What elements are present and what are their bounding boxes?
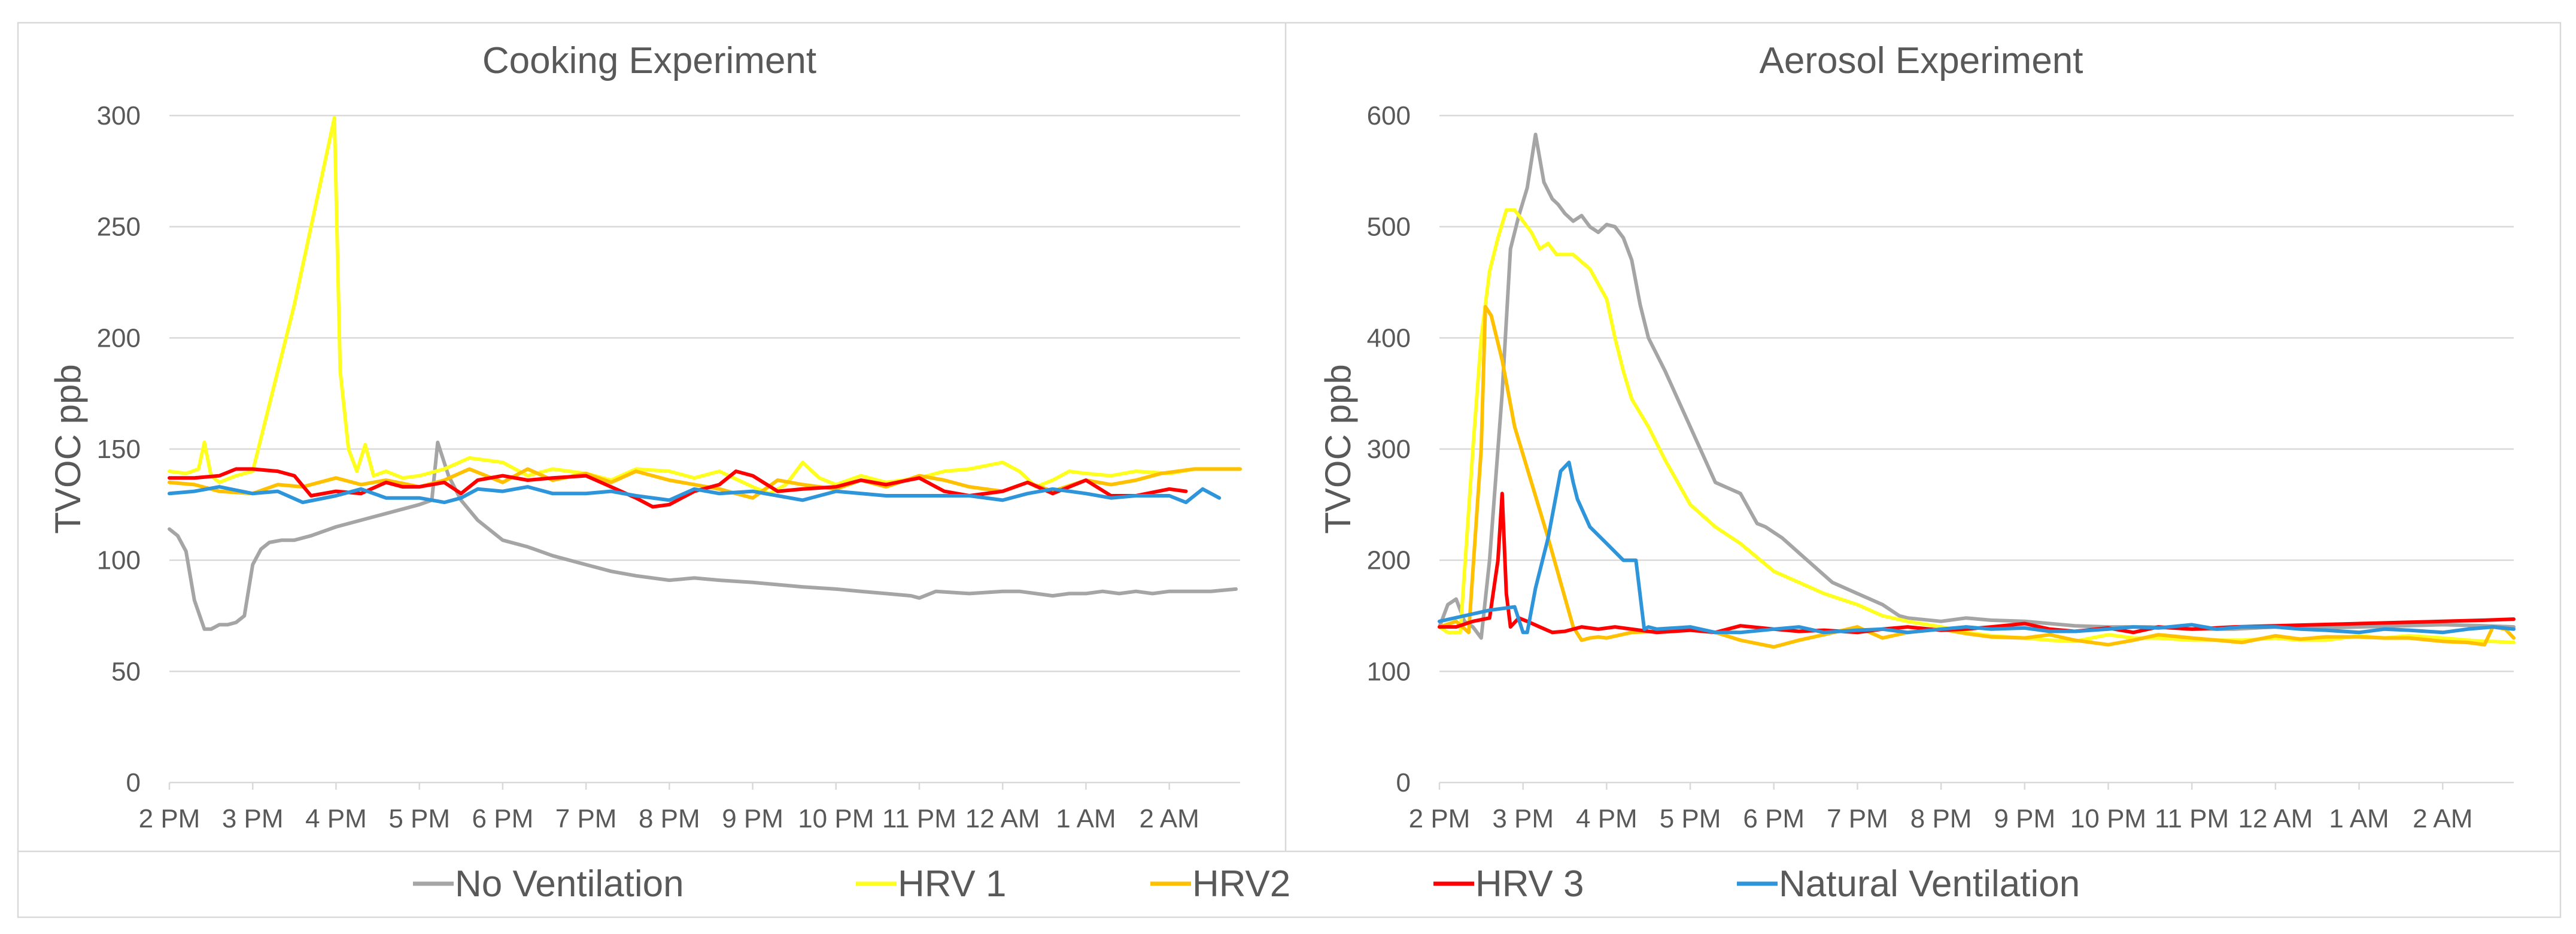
x-tick-label: 2 AM xyxy=(1140,804,1199,833)
legend-label: HRV 3 xyxy=(1475,863,1584,905)
y-tick-label: 300 xyxy=(97,101,141,131)
legend-item-no-ventilation: No Ventilation xyxy=(413,863,684,905)
x-tick-label: 12 AM xyxy=(965,804,1040,833)
x-tick-label: 3 PM xyxy=(1492,804,1554,833)
legend-item-hrv-1: HRV 1 xyxy=(856,863,1007,905)
y-tick-label: 200 xyxy=(1367,546,1411,575)
cooking-experiment-chart: Cooking Experiment 0 50 100 150 200 250 300 2 PM… xyxy=(48,40,1242,833)
figure-border xyxy=(17,22,2562,918)
y-tick-label: 0 xyxy=(126,768,141,797)
y-tick-label: 150 xyxy=(97,435,141,464)
legend-label: HRV 1 xyxy=(898,863,1007,905)
x-tick-label: 10 PM xyxy=(2070,804,2146,833)
x-tick-label: 10 PM xyxy=(798,804,874,833)
y-axis-label: TVOC ppb xyxy=(1318,364,1358,533)
y-tick-label: 200 xyxy=(97,323,141,353)
x-tick-label: 4 PM xyxy=(305,804,367,833)
legend-item-hrv-3: HRV 3 xyxy=(1433,863,1584,905)
x-tick-label: 2 PM xyxy=(139,804,201,833)
series-line-hrv-3 xyxy=(168,467,1188,509)
x-tick-label: 7 PM xyxy=(1827,804,1888,833)
legend-label: HRV2 xyxy=(1192,863,1290,905)
x-tick-label: 9 PM xyxy=(722,804,783,833)
y-tick-label: 50 xyxy=(111,657,141,686)
legend-item-hrv2: HRV2 xyxy=(1150,863,1290,905)
chart-title: Aerosol Experiment xyxy=(1759,40,2083,81)
y-tick-label: 300 xyxy=(1367,435,1411,464)
chart-title: Cooking Experiment xyxy=(482,40,816,81)
aerosol-experiment-chart: Aerosol Experiment 0 100 200 300 400 500 600 2 P… xyxy=(1318,40,2516,833)
x-tick-label: 11 PM xyxy=(882,804,956,833)
x-tick-label: 11 PM xyxy=(2155,804,2229,833)
y-tick-label: 500 xyxy=(1367,213,1411,242)
y-axis-label: TVOC ppb xyxy=(48,364,88,533)
y-tick-label: 100 xyxy=(97,546,141,575)
y-tick-label: 400 xyxy=(1367,323,1411,353)
series-line-natural-ventilation xyxy=(168,485,1222,505)
y-tick-label: 0 xyxy=(1396,768,1411,797)
legend-label: Natural Ventilation xyxy=(1779,863,2080,905)
x-tick-label: 6 PM xyxy=(1743,804,1805,833)
x-tick-label: 6 PM xyxy=(472,804,534,833)
x-tick-label: 5 PM xyxy=(388,804,450,833)
x-tick-label: 1 AM xyxy=(1056,804,1116,833)
x-tick-label: 3 PM xyxy=(222,804,284,833)
x-tick-label: 1 AM xyxy=(2329,804,2389,833)
y-tick-label: 100 xyxy=(1367,657,1411,686)
legend-item-natural-ventilation: Natural Ventilation xyxy=(1737,863,2080,905)
x-tick-label: 8 PM xyxy=(1910,804,1972,833)
series-line-natural-ventilation xyxy=(1438,460,2516,635)
series-line-hrv2 xyxy=(1438,305,2516,649)
x-tick-label: 8 PM xyxy=(639,804,700,833)
series-line-no-ventilation xyxy=(168,440,1238,631)
x-tick-label: 2 AM xyxy=(2413,804,2472,833)
x-tick-label: 2 PM xyxy=(1409,804,1471,833)
legend: No Ventilation HRV 1 HRV2 HRV 3 Natural Vent… xyxy=(413,863,2080,905)
series-line-hrv-1 xyxy=(168,116,1242,496)
y-tick-label: 600 xyxy=(1367,101,1411,131)
x-tick-label: 5 PM xyxy=(1660,804,1721,833)
legend-label: No Ventilation xyxy=(455,863,684,905)
x-tick-label: 9 PM xyxy=(1994,804,2055,833)
x-tick-label: 4 PM xyxy=(1576,804,1638,833)
x-tick-label: 12 AM xyxy=(2238,804,2313,833)
x-tick-label: 7 PM xyxy=(555,804,617,833)
y-tick-label: 250 xyxy=(97,213,141,242)
